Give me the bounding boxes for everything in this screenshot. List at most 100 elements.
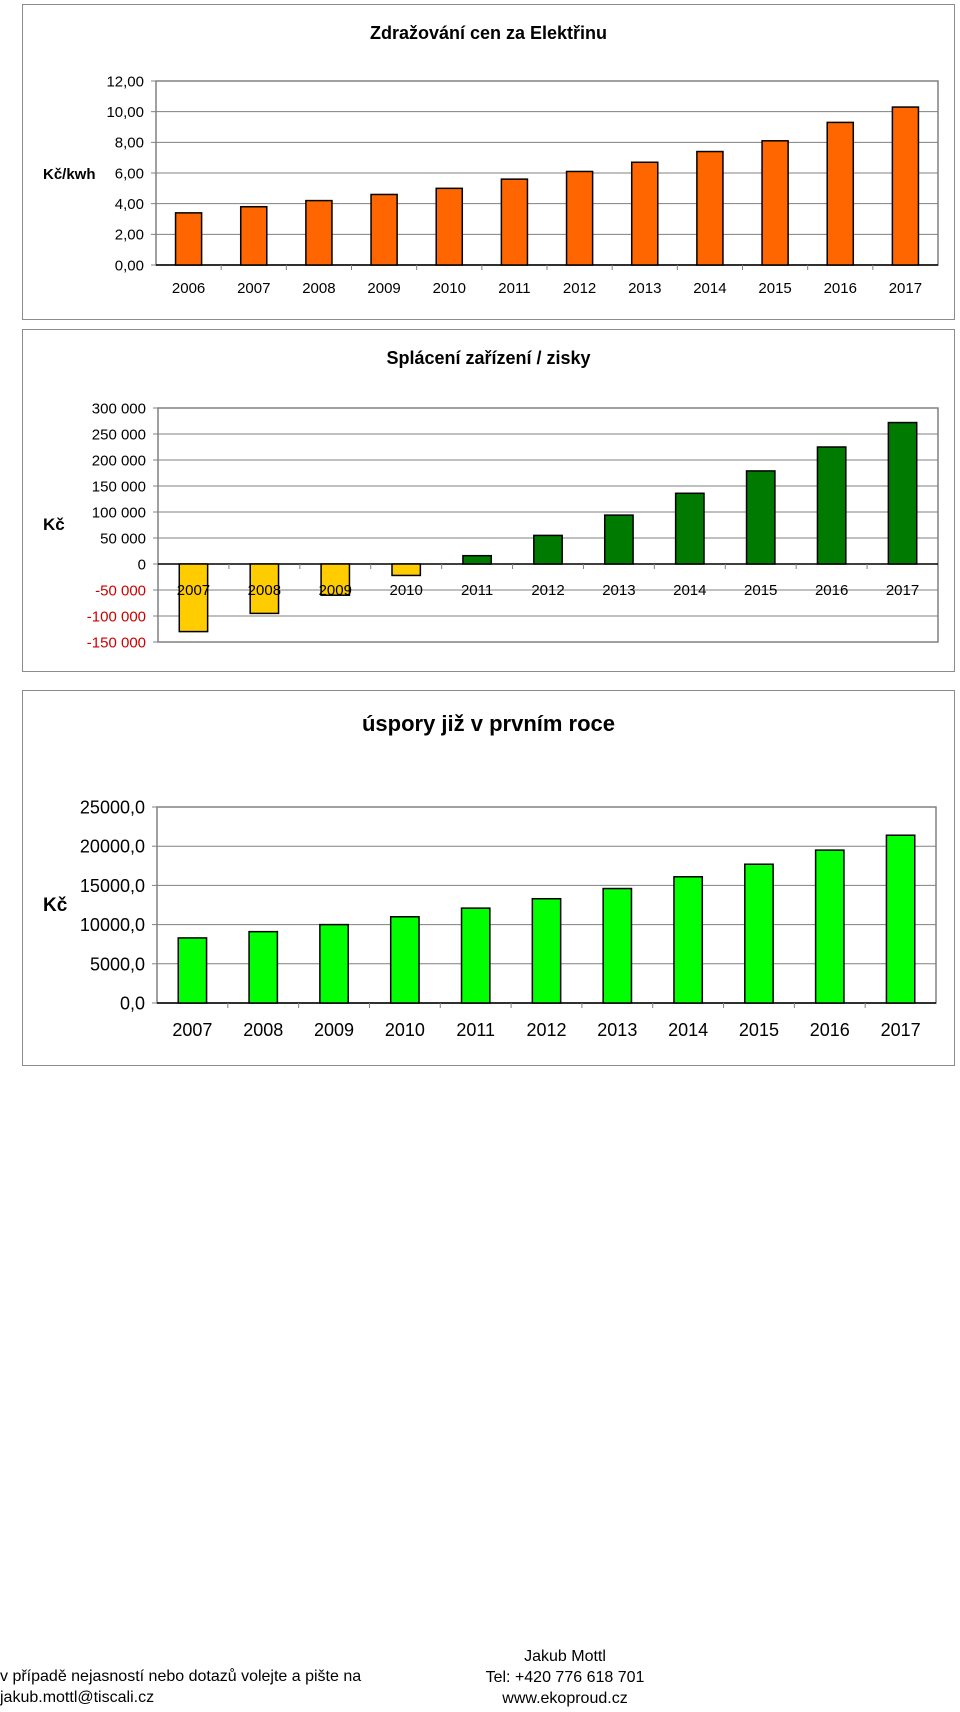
y-tick-label: 10000,0	[80, 915, 145, 935]
bar	[603, 514, 634, 565]
x-tick-label: 2012	[526, 1020, 566, 1040]
y-tick-label: 150 000	[92, 478, 146, 495]
y-tick-label: 0	[138, 556, 146, 573]
x-tick-label: 2009	[314, 1020, 354, 1040]
y-tick-label: 4,00	[115, 196, 144, 213]
x-tick-label: 2011	[461, 582, 493, 599]
x-tick-label: 2007	[172, 1020, 212, 1040]
x-tick-label: 2009	[319, 582, 352, 599]
x-tick-label: 2009	[367, 280, 400, 297]
bar	[239, 205, 268, 266]
x-tick-label: 2011	[498, 280, 530, 297]
bar	[319, 923, 349, 1004]
bar	[761, 140, 789, 266]
chart-title: úspory již v prvním roce	[361, 711, 616, 736]
bar	[533, 534, 563, 565]
x-tick-label: 2014	[668, 1020, 708, 1040]
y-tick-label: 50 000	[100, 530, 146, 547]
x-tick-label: 2011	[456, 1020, 495, 1040]
bar	[391, 563, 422, 577]
x-tick-label: 2012	[531, 582, 564, 599]
first-year-savings-plot: 0,0 5000,0 10000,0 15000,0 20000,0 25000,0 200…	[43, 797, 937, 1040]
x-tick-label: 2016	[824, 280, 857, 297]
y-tick-label: 6,00	[115, 165, 144, 182]
bar	[891, 106, 920, 266]
y-tick-label: 0,00	[115, 257, 144, 274]
bar	[435, 187, 464, 266]
bar	[565, 170, 594, 266]
x-tick-label: 2007	[177, 582, 210, 599]
x-tick-label: 2015	[758, 280, 791, 297]
bar	[177, 937, 208, 1004]
footer-contact-card: Jakub Mottl Tel: +420 776 618 701 www.ek…	[440, 1646, 690, 1709]
bar	[460, 907, 491, 1004]
x-tick-label: 2014	[673, 582, 706, 599]
bar	[885, 834, 916, 1004]
x-tick-label: 2012	[563, 280, 596, 297]
electricity-price-chart: Zdražování cen za Elektřinu 0,00 2,00 4,00…	[22, 4, 955, 320]
x-tick-label: 2008	[243, 1020, 283, 1040]
footer-phone: Tel: +420 776 618 701	[485, 1669, 645, 1686]
x-tick-label: 2008	[248, 582, 281, 599]
x-tick-label: 2017	[881, 1020, 921, 1040]
bar	[389, 916, 420, 1004]
x-tick-label: 2006	[172, 280, 205, 297]
x-tick-label: 2010	[389, 582, 422, 599]
footer-contact-note: v případě nejasností nebo dotazů volejte…	[0, 1666, 361, 1708]
bar	[248, 930, 279, 1004]
y-tick-label: 0,0	[120, 993, 145, 1013]
bar	[826, 121, 855, 266]
bar	[814, 849, 845, 1004]
x-tick-label: 2013	[602, 582, 635, 599]
bar	[602, 887, 633, 1004]
y-tick-label: 15000,0	[80, 876, 145, 896]
bar	[531, 897, 562, 1004]
x-tick-label: 2017	[886, 582, 919, 599]
y-tick-label: 20000,0	[80, 837, 145, 857]
bar	[178, 563, 209, 633]
bar	[249, 563, 280, 615]
footer-name: Jakub Mottl	[524, 1648, 606, 1665]
y-tick-label: 25000,0	[80, 797, 145, 817]
y-tick-label: 300 000	[92, 400, 146, 417]
bar	[174, 212, 203, 266]
y-tick-label: 12,00	[106, 73, 144, 90]
x-tick-label: 2015	[744, 582, 777, 599]
chart-title: Splácení zařízení / zisky	[386, 348, 591, 368]
y-tick-label: -50 000	[95, 582, 146, 599]
x-tick-label: 2016	[810, 1020, 850, 1040]
y-tick-label: 5000,0	[90, 954, 145, 974]
footer-email[interactable]: jakub.mottl@tiscali.cz	[0, 1689, 155, 1706]
first-year-savings-chart: úspory již v prvním roce 0,0 5000,0 10000,…	[22, 690, 955, 1066]
x-tick-label: 2017	[889, 280, 922, 297]
electricity-price-plot: 0,00 2,00 4,00 6,00 8,00 10,00 12,00 2006 2007 20…	[43, 73, 939, 297]
bar	[320, 563, 351, 596]
y-tick-label: -100 000	[87, 608, 146, 625]
bar	[745, 470, 776, 565]
bar	[370, 193, 398, 266]
payback-profit-plot: -150 000 -100 000 -50 000 0 50 000 100 000 150…	[43, 400, 939, 651]
y-axis-label: Kč	[43, 515, 65, 534]
y-axis-label: Kč/kwh	[43, 166, 96, 183]
footer-website[interactable]: www.ekoproud.cz	[502, 1690, 628, 1707]
bar	[744, 863, 774, 1004]
x-tick-label: 2013	[597, 1020, 637, 1040]
bar	[816, 446, 847, 565]
x-tick-label: 2007	[237, 280, 270, 297]
bar	[673, 876, 704, 1004]
x-tick-label: 2014	[693, 280, 726, 297]
x-tick-label: 2010	[433, 280, 466, 297]
y-tick-label: 100 000	[92, 504, 146, 521]
y-tick-label: 250 000	[92, 426, 146, 443]
y-tick-label: 200 000	[92, 452, 146, 469]
bar	[887, 421, 918, 565]
x-tick-label: 2013	[628, 280, 661, 297]
y-tick-label: 8,00	[115, 135, 144, 152]
bar	[462, 554, 493, 565]
chart-title: Zdražování cen za Elektřinu	[369, 23, 608, 43]
bar	[500, 178, 529, 266]
y-tick-label: -150 000	[87, 634, 146, 651]
x-tick-label: 2008	[302, 280, 335, 297]
x-tick-label: 2016	[815, 582, 848, 599]
bar	[674, 492, 705, 565]
